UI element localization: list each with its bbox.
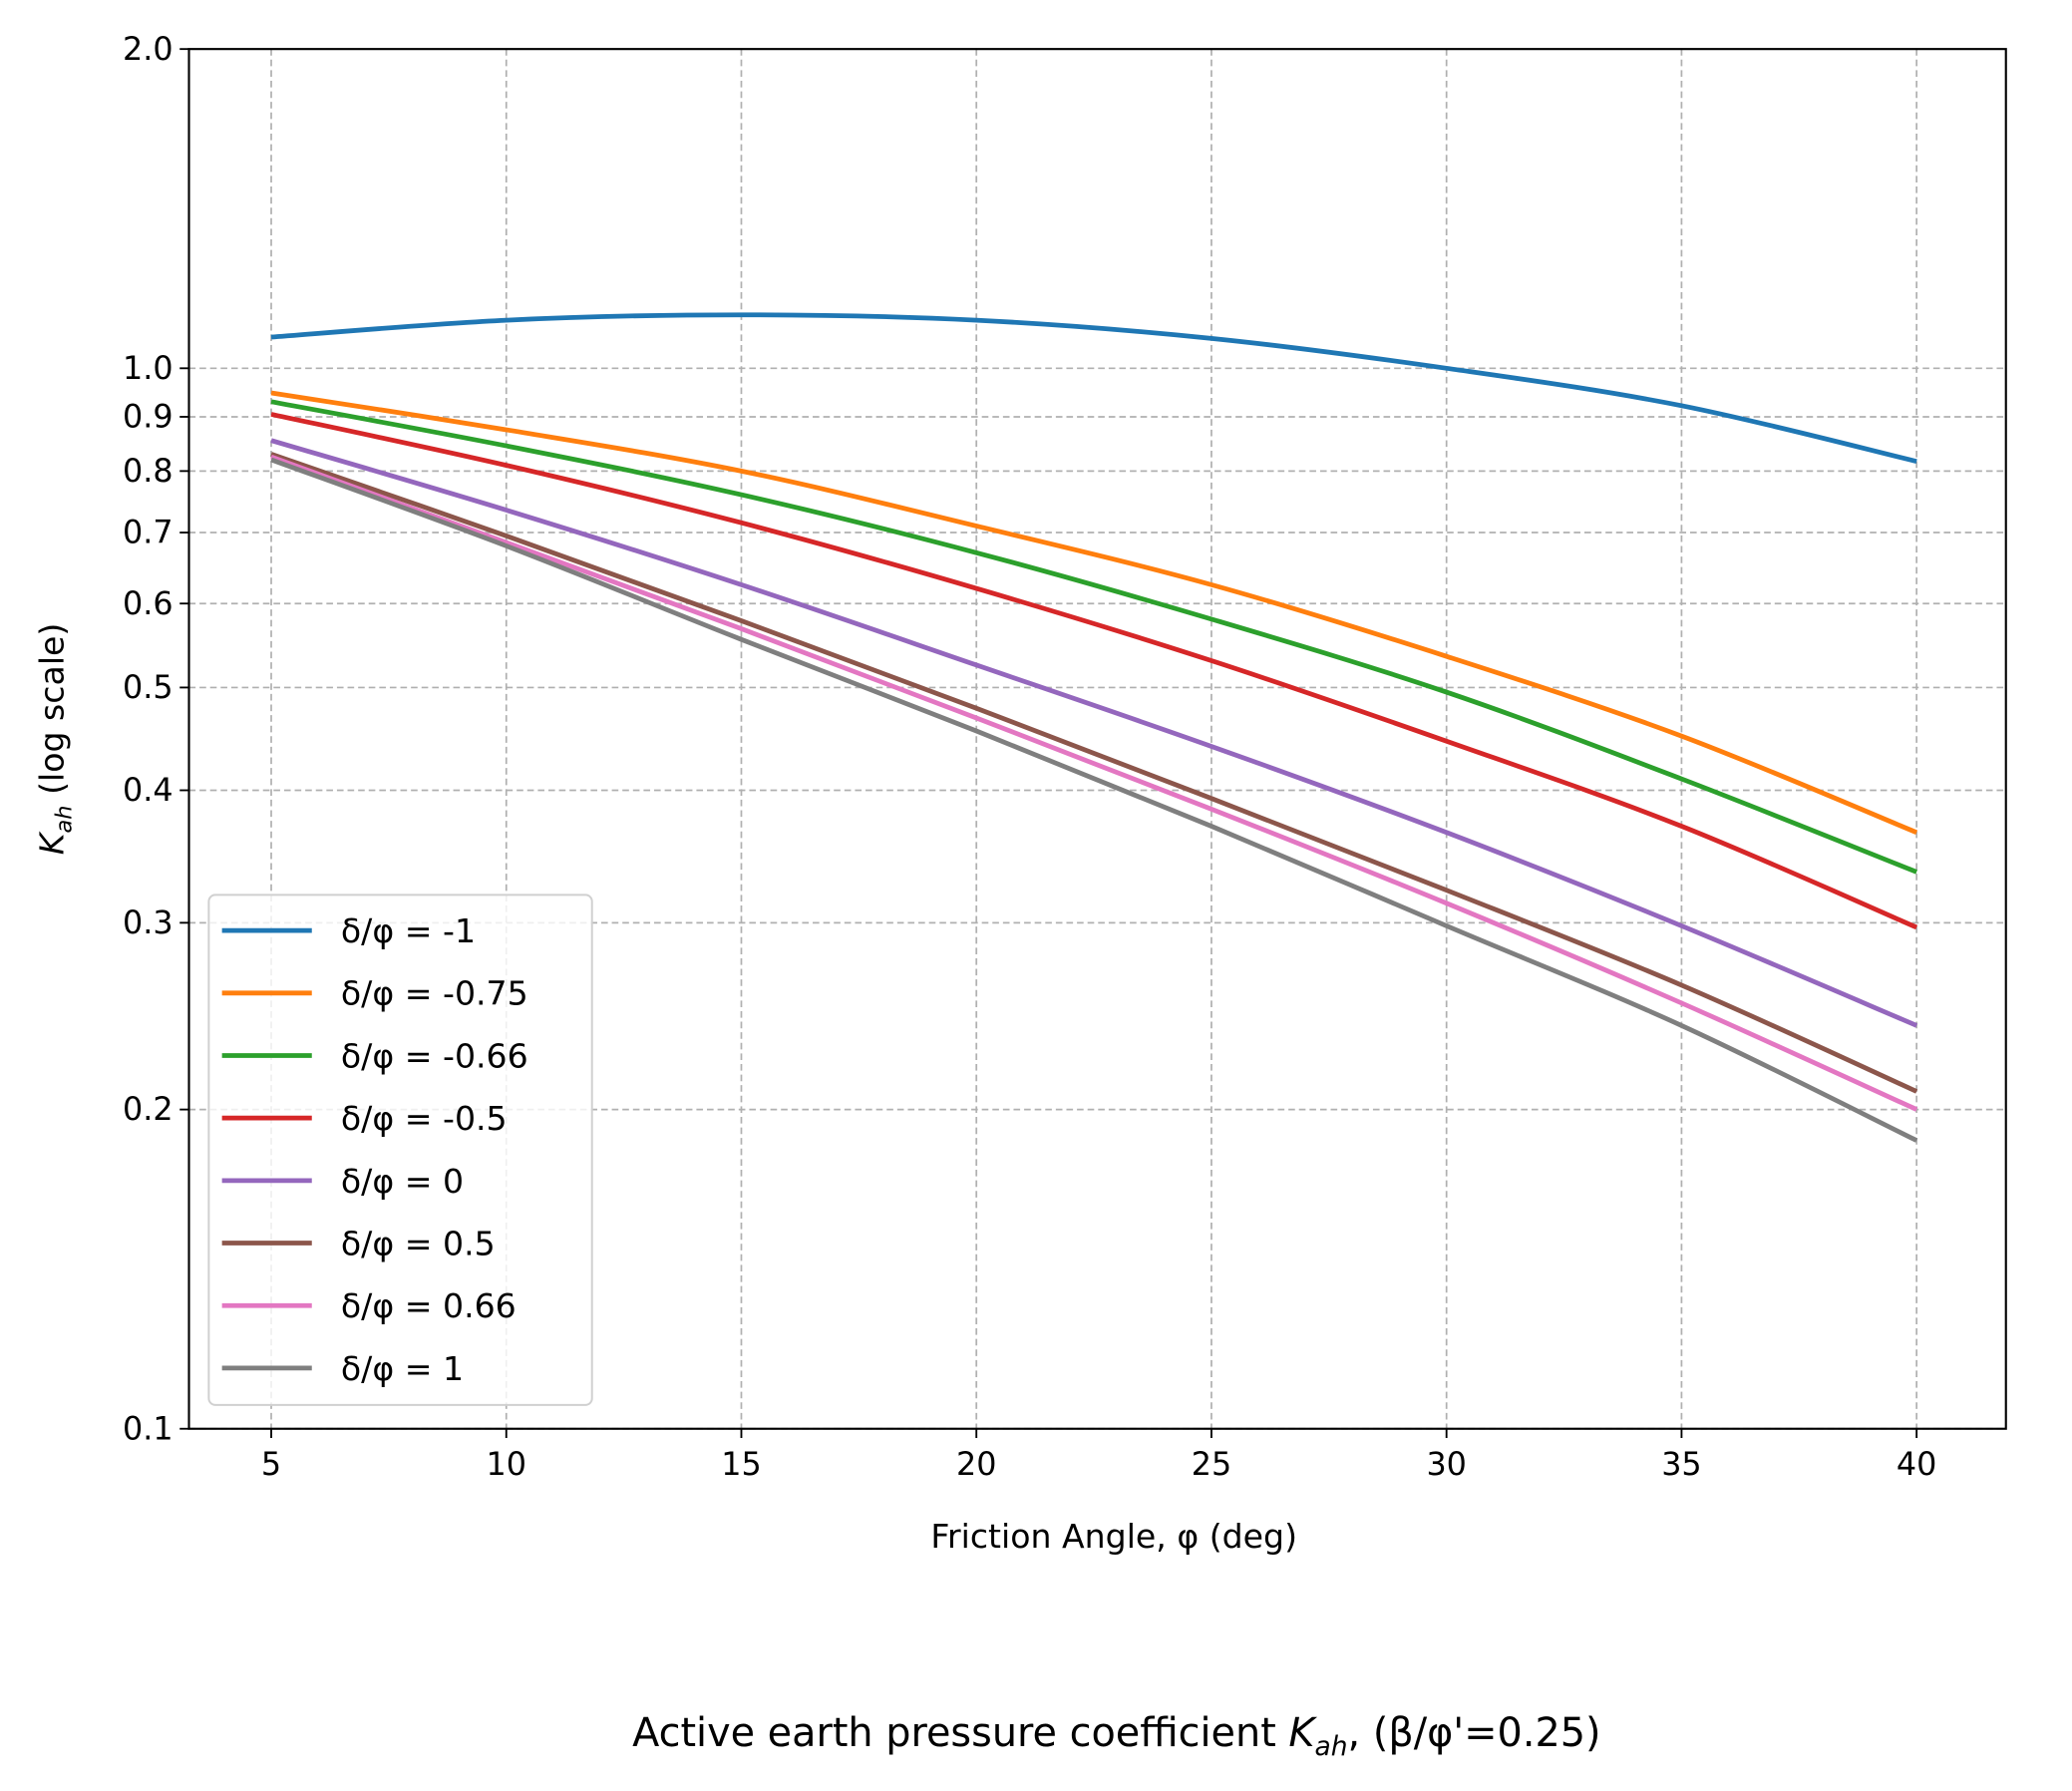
y-tick-label: 0.7 (123, 515, 173, 551)
y-tick-label: 0.6 (123, 585, 173, 622)
x-tick-label: 20 (956, 1446, 996, 1483)
series-line (270, 438, 1918, 1028)
series-line (270, 457, 1918, 1143)
series-line (270, 390, 1918, 835)
y-tick-label: 2.0 (123, 31, 173, 68)
legend-label: δ/φ = -0.5 (341, 1099, 508, 1138)
x-tick-label: 25 (1192, 1446, 1231, 1483)
legend-label: δ/φ = 0.66 (341, 1286, 517, 1325)
series-lines (270, 312, 1918, 1143)
y-tick-label: 0.3 (123, 904, 173, 941)
x-axis-label: Friction Angle, φ (deg) (930, 1517, 1297, 1556)
y-tick-label: 0.2 (123, 1091, 173, 1128)
series-line (270, 412, 1918, 930)
legend-label: δ/φ = -1 (341, 911, 476, 950)
series-line (270, 452, 1918, 1094)
x-tick-label: 5 (261, 1446, 281, 1483)
y-tick-label: 0.4 (123, 772, 173, 809)
y-tick-label: 0.5 (123, 669, 173, 706)
series-line (270, 454, 1918, 1112)
y-tick-label: 0.9 (123, 399, 173, 436)
legend-label: δ/φ = 1 (341, 1349, 464, 1388)
legend-label: δ/φ = -0.75 (341, 974, 528, 1013)
x-tick-label: 40 (1897, 1446, 1936, 1483)
chart-title: Active earth pressure coefficient Kah, (… (632, 1710, 1600, 1762)
legend-label: δ/φ = 0.5 (341, 1224, 496, 1262)
x-tick-label: 35 (1661, 1446, 1701, 1483)
y-tick-label: 1.0 (123, 350, 173, 387)
x-tick-label: 30 (1426, 1446, 1466, 1483)
series-line (270, 399, 1918, 875)
series-line (270, 312, 1917, 464)
x-axis-ticks: 5 10 15 20 25 30 35 40 (261, 1428, 1936, 1483)
x-tick-label: 10 (487, 1446, 526, 1483)
y-axis-label: Kah (log scale) (33, 623, 78, 856)
legend: δ/φ = -1 δ/φ = -0.75 δ/φ = -0.66 δ/φ = -0.5… (207, 894, 593, 1406)
x-tick-label: 15 (721, 1446, 761, 1483)
y-tick-label: 0.8 (123, 453, 173, 490)
plot-frame (187, 48, 2007, 1430)
y-axis-ticks: 0.1 0.2 0.3 0.4 0.5 0.6 0.7 0.8 0.9 1.0 2.0 (123, 31, 189, 1447)
legend-label: δ/φ = -0.66 (341, 1036, 528, 1075)
y-tick-label: 0.1 (123, 1410, 173, 1447)
legend-label: δ/φ = 0 (341, 1162, 464, 1201)
legend-box (207, 894, 593, 1406)
